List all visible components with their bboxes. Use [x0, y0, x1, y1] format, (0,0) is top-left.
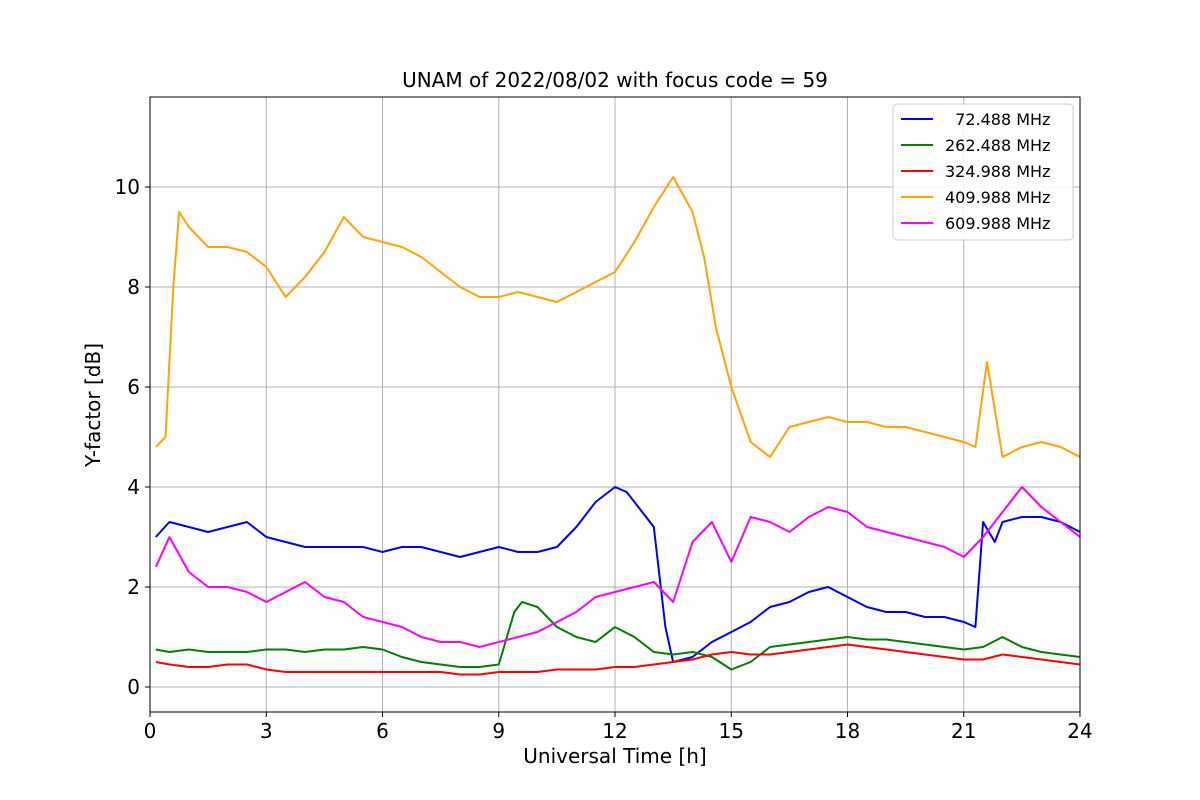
legend-label-4: 609.988 MHz [945, 214, 1050, 233]
x-tick-label: 0 [144, 719, 157, 743]
y-tick-label: 10 [115, 175, 140, 199]
series-line-2 [155, 643, 1080, 676]
y-tick-label: 0 [127, 675, 140, 699]
chart-title: UNAM of 2022/08/02 with focus code = 59 [402, 68, 828, 92]
x-tick-label: 12 [602, 719, 627, 743]
series-line-4 [154, 486, 1080, 648]
legend-label-3: 409.988 MHz [945, 188, 1050, 207]
series-line-3 [155, 176, 1080, 458]
y-tick-label: 8 [127, 275, 140, 299]
legend-label-2: 324.988 MHz [945, 162, 1050, 181]
legend-box [892, 103, 1074, 241]
y-axis-label: Y-factor [dB] [81, 343, 105, 468]
x-axis-label: Universal Time [h] [523, 744, 706, 768]
x-tick-label: 21 [951, 719, 976, 743]
legend-label-0: 72.488 MHz [945, 110, 1050, 129]
x-tick-label: 6 [376, 719, 389, 743]
y-tick-label: 4 [127, 475, 140, 499]
x-tick-label: 9 [492, 719, 505, 743]
x-tick-label: 3 [260, 719, 273, 743]
x-tick-label: 24 [1067, 719, 1092, 743]
series-line-1 [155, 601, 1080, 671]
x-tick-label: 15 [719, 719, 744, 743]
y-tick-label: 2 [127, 575, 140, 599]
legend-label-1: 262.488 MHz [945, 136, 1050, 155]
plot-series-group [154, 176, 1080, 676]
x-tick-label: 18 [835, 719, 860, 743]
y-tick-label: 6 [127, 375, 140, 399]
series-line-0 [155, 486, 1080, 663]
legend: 72.488 MHz 262.488 MHz 324.988 MHz 409.988 … [892, 103, 1074, 241]
